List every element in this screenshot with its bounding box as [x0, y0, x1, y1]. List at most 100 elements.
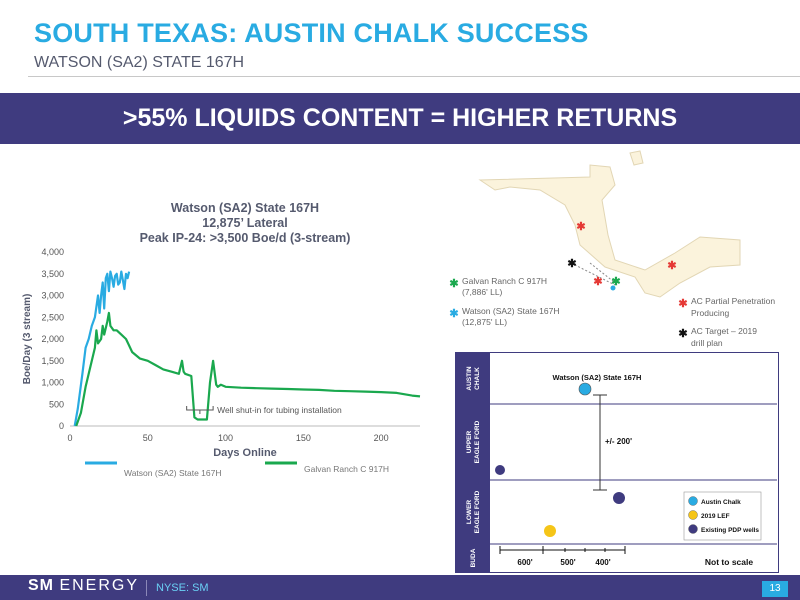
chart-title-line: Peak IP-24: >3,500 Boe/d (3-stream)	[140, 231, 351, 245]
x-tick-label: 50	[143, 433, 153, 443]
legend-label: Galvan Ranch C 917H	[304, 464, 389, 474]
well-label: Watson (SA2) State 167H	[553, 373, 642, 382]
svg-text:EAGLE FORD: EAGLE FORD	[474, 420, 481, 463]
xs-legend-icon	[688, 524, 698, 534]
zone-label: AUSTIN CHALK	[466, 366, 481, 391]
offset-bracket	[593, 394, 607, 491]
zone-band	[456, 353, 490, 404]
map-legend-label: Watson (SA2) State 167H	[462, 306, 559, 316]
y-tick-label: 2,000	[41, 334, 64, 344]
y-tick-label: 3,500	[41, 269, 64, 279]
zone-band	[456, 480, 490, 544]
page-title: SOUTH TEXAS: AUSTIN CHALK SUCCESS	[34, 18, 589, 48]
well-lateral	[589, 262, 615, 283]
xs-legend-icon	[688, 496, 698, 506]
footer-divider	[146, 580, 147, 596]
scale-bar	[499, 546, 626, 554]
well-point-pdp	[495, 465, 505, 475]
y-tick-label: 500	[49, 399, 64, 409]
map-legend-detail: (7,886' LL)	[462, 287, 503, 297]
xs-legend-label: Existing PDP wells	[701, 527, 759, 534]
shut-in-bracket	[186, 406, 214, 414]
acreage-outline	[478, 164, 741, 298]
zone-label: LOWER EAGLE FORD	[466, 490, 481, 533]
map-legend-icon: ✱	[449, 278, 458, 290]
xs-legend-icon	[688, 510, 698, 520]
scale-tick-label: 600'	[517, 558, 532, 567]
map-markers: ✱ ✱ ✱ ✱ ✱	[567, 221, 677, 291]
well-marker: ✱	[611, 276, 620, 288]
svg-text:LOWER: LOWER	[466, 500, 473, 524]
well-point-austin-chalk	[578, 382, 592, 396]
map-legend-icon: ✱	[678, 328, 687, 340]
map-legend: ✱ Galvan Ranch C 917H(7,886' LL) ✱ Watson (…	[449, 276, 775, 348]
y-tick-label: 1,000	[41, 378, 64, 388]
well-marker	[610, 285, 616, 291]
footer-bar	[0, 575, 800, 600]
well-marker: ✱	[576, 221, 585, 233]
well-point-pdp	[613, 492, 625, 504]
not-to-scale-label: Not to scale	[705, 557, 753, 567]
chart-series	[73, 270, 421, 427]
shut-in-label: Well shut-in for tubing installation	[217, 405, 342, 415]
zone-band	[456, 404, 490, 480]
chart-title-line: 12,875’ Lateral	[202, 216, 287, 230]
stock-ticker: NYSE: SM	[156, 582, 209, 594]
legend-label: Watson (SA2) State 167H	[124, 468, 221, 478]
well-marker: ✱	[593, 276, 602, 288]
offset-label: +/- 200'	[605, 437, 632, 446]
chart-legend: Watson (SA2) State 167H Galvan Ranch C 91…	[85, 461, 389, 478]
xs-legend-label: Austin Chalk	[701, 499, 741, 506]
y-tick-label: 3,000	[41, 291, 64, 301]
zone-label: BUDA	[470, 548, 477, 567]
map-legend-icon: ✱	[678, 298, 687, 310]
title-divider	[28, 76, 800, 77]
svg-text:UPPER: UPPER	[466, 431, 473, 454]
x-tick-label: 100	[218, 433, 233, 443]
svg-text:EAGLE FORD: EAGLE FORD	[474, 490, 481, 533]
shut-in-annotation: Well shut-in for tubing installation	[186, 405, 342, 415]
y-tick-label: 2,500	[41, 312, 64, 322]
map-legend-icon: ✱	[449, 308, 458, 320]
well-point-lef	[544, 525, 556, 537]
zone-band	[456, 544, 490, 572]
y-tick-label: 4,000	[41, 247, 64, 257]
xs-legend-label: 2019 LEF	[701, 513, 730, 520]
well-lateral	[570, 262, 616, 286]
y-tick-label: 1,500	[41, 356, 64, 366]
svg-text:CHALK: CHALK	[474, 367, 481, 390]
map-legend-label: Galvan Ranch C 917H	[462, 276, 547, 286]
x-axis-label: Days Online	[213, 447, 277, 459]
well-marker: ✱	[567, 258, 576, 270]
cross-section-content: Watson (SA2) State 167H +/- 200' Austin Ch…	[495, 373, 762, 567]
y-axis-label: Boe/Day (3 stream)	[22, 294, 33, 385]
headline-banner: >55% LIQUIDS CONTENT = HIGHER RETURNS	[0, 93, 800, 144]
zone-label: UPPER EAGLE FORD	[466, 420, 481, 463]
map-legend-detail: drill plan	[691, 338, 723, 348]
x-tick-label: 150	[296, 433, 311, 443]
company-logo: SM ENERGY	[28, 577, 140, 594]
svg-text:BUDA: BUDA	[470, 548, 477, 567]
acreage-fragment	[629, 150, 644, 166]
chart-axes: 0 500 1,000 1,500 2,000 2,500 3,000 3,500 4,000 0…	[22, 247, 420, 459]
map-legend-label: AC Partial Penetration	[691, 296, 775, 306]
acreage-map: ✱ ✱ ✱ ✱ ✱ ✱ Galvan Ranch C 917H(7,886' LL) ✱ Wa…	[449, 150, 775, 348]
svg-text:AUSTIN: AUSTIN	[466, 366, 473, 391]
series-line-0	[73, 270, 131, 427]
chart-title-line: Watson (SA2) State 167H	[171, 201, 319, 215]
scale-tick-label: 500'	[560, 558, 575, 567]
map-legend-detail: Producing	[691, 308, 730, 318]
map-legend-detail: (12,875' LL)	[462, 317, 507, 327]
page-number: 13	[762, 581, 788, 597]
x-tick-label: 0	[67, 433, 72, 443]
page-subtitle: WATSON (SA2) STATE 167H	[34, 54, 245, 71]
y-tick-label: 0	[59, 421, 64, 431]
series-line-1	[75, 311, 421, 427]
map-legend-label: AC Target – 2019	[691, 326, 757, 336]
x-tick-label: 200	[374, 433, 389, 443]
scale-tick-label: 400'	[595, 558, 610, 567]
